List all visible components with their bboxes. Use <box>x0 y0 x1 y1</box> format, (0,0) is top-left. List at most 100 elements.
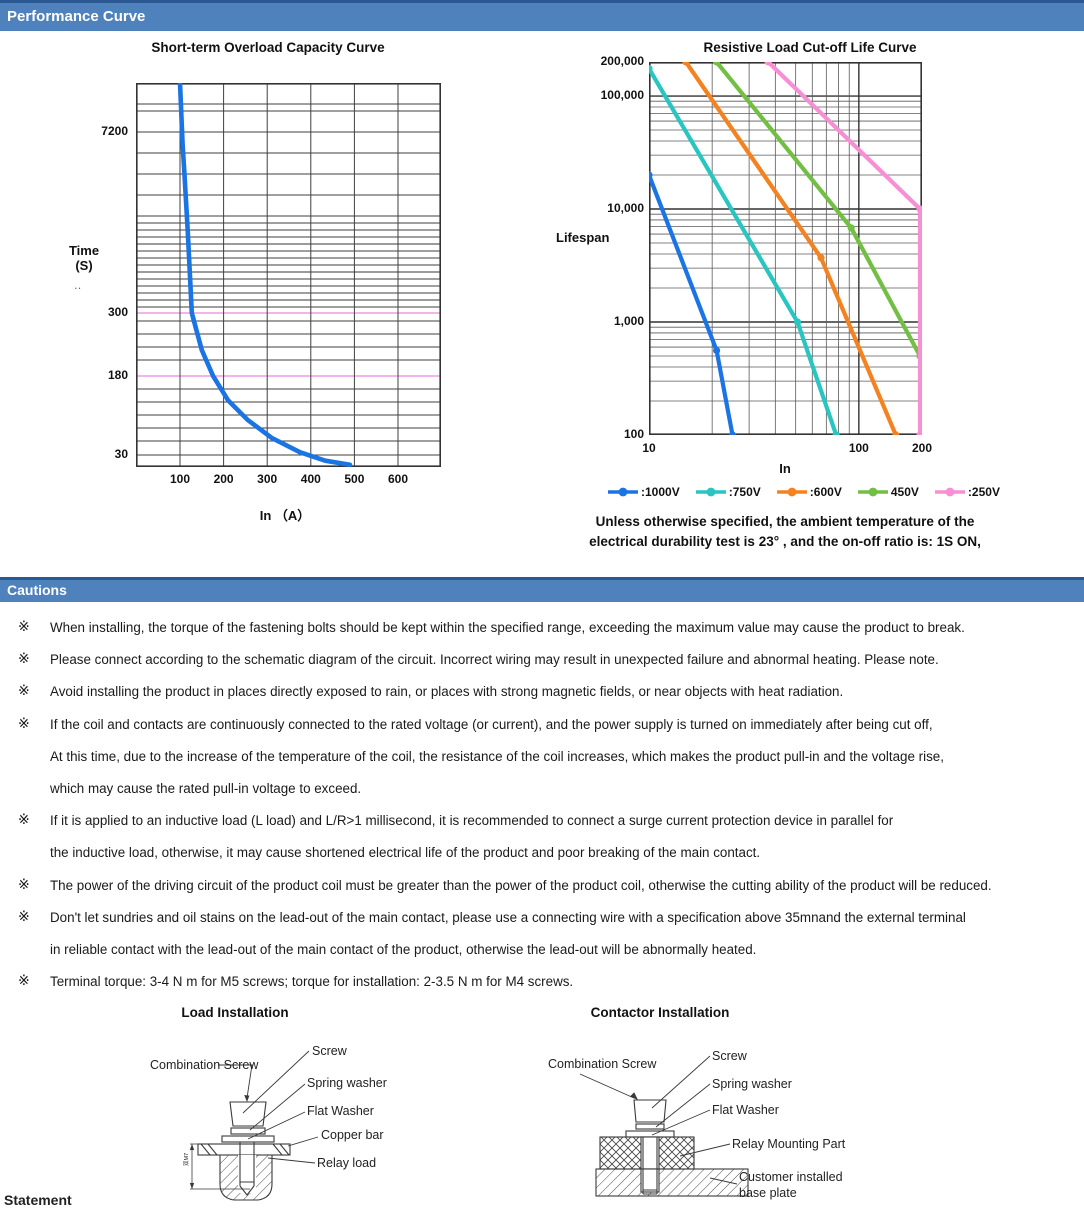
relay-mounting-part-label: Relay Mounting Part <box>732 1137 846 1151</box>
caution-marker-icon: ※ <box>18 618 30 634</box>
screw-label: Screw <box>312 1044 348 1058</box>
x-tick-label: 10 <box>642 441 656 455</box>
y-tick-label: 300 <box>107 305 128 319</box>
screw-label: Screw <box>712 1049 748 1063</box>
performance-curve-header: Performance Curve <box>0 0 1084 31</box>
y-tick-label: 1,000 <box>613 314 644 328</box>
caution-marker-icon: ※ <box>18 811 30 828</box>
caution-text: the inductive load, otherwise, it may ca… <box>50 845 761 861</box>
legend-item: :600V <box>776 485 842 499</box>
note-line-2: electrical durability test is 23° , and … <box>589 534 981 549</box>
series-point <box>682 62 690 66</box>
legend-label: :750V <box>728 485 761 499</box>
life-curve-250V <box>766 62 922 435</box>
screw-head <box>633 1099 667 1123</box>
load-installation-diagram: Combination Screw Screw Spring washer Fl… <box>150 1044 387 1201</box>
x-tick-label: 300 <box>257 472 278 486</box>
caution-item: ※ Avoid installing the product in places … <box>0 678 1084 710</box>
gridlines <box>649 62 922 435</box>
x-tick-label: 200 <box>213 472 234 486</box>
flat-washer-part <box>221 1135 275 1143</box>
caution-item: ※ If it is applied to an inductive load (… <box>0 807 1084 839</box>
dimension-label: 双M7 <box>183 1153 190 1166</box>
legend-dot <box>787 487 797 497</box>
series-point <box>892 431 900 435</box>
legend-label: 450V <box>890 485 919 499</box>
legend-item: 450V <box>857 485 919 499</box>
durability-note: Unless otherwise specified, the ambient … <box>555 512 1015 552</box>
caution-text: If it is applied to an inductive load (L… <box>50 813 894 829</box>
copper-bar-label: Copper bar <box>321 1128 384 1142</box>
legend-label: :600V <box>809 485 842 499</box>
caution-item: ※ Don't let sundries and oil stains on th… <box>0 904 1084 936</box>
overload-capacity-chart <box>136 83 441 467</box>
caution-item-continuation: which may cause the rated pull-in voltag… <box>0 775 1084 807</box>
note-line-1: Unless otherwise specified, the ambient … <box>595 514 975 529</box>
axis-dots: ‥ <box>74 280 84 292</box>
customer-installed-label: Customer installed <box>739 1170 843 1184</box>
caution-text: Don't let sundries and oil stains on the… <box>50 909 966 925</box>
caution-item: ※ Terminal torque: 3-4 N m for M5 screws;… <box>0 968 1084 1000</box>
legend-dot <box>868 487 878 497</box>
caution-marker-icon: ※ <box>18 714 30 731</box>
series-point <box>649 65 653 73</box>
x-tick-label: 600 <box>387 472 409 486</box>
series-point <box>764 62 772 66</box>
left-x-axis-label: In （A） <box>259 508 311 523</box>
legend-item: :1000V <box>608 485 680 499</box>
contactor-installation-title: Contactor Installation <box>590 1005 730 1020</box>
series-point <box>713 62 721 66</box>
caution-marker-icon: ※ <box>18 650 30 667</box>
series-point <box>649 171 653 179</box>
left-y-axis-label: Time (S) <box>68 243 100 273</box>
series-point <box>728 431 737 435</box>
y-tick-label: 200,000 <box>600 54 644 68</box>
combination-screw-label: Combination Screw <box>150 1058 259 1072</box>
right-chart-title: Resistive Load Cut-off Life Curve <box>703 40 917 55</box>
x-tick-label: 100 <box>169 472 191 486</box>
x-tick-label: 500 <box>344 472 365 486</box>
caution-item: ※ When installing, the torque of the fast… <box>0 614 1084 646</box>
y-tick-label: 30 <box>114 447 128 461</box>
x-tick-label: 400 <box>300 472 321 486</box>
plot-border <box>649 62 922 435</box>
chart-legend: :1000V :750V :600V 450V :250V <box>608 483 1000 501</box>
caution-item: ※ Please connect according to the schemat… <box>0 646 1084 678</box>
combination-screw-label: Combination Screw <box>548 1057 657 1071</box>
legend-marker-icon <box>695 487 726 497</box>
cautions-title: Cautions <box>7 582 67 598</box>
right-x-axis-label: In <box>779 461 791 476</box>
caution-text: Avoid installing the product in places d… <box>50 684 844 700</box>
legend-dot <box>706 487 716 497</box>
base-plate-part <box>595 1168 749 1197</box>
caution-text: The power of the driving circuit of the … <box>50 877 992 893</box>
caution-marker-icon: ※ <box>18 682 30 699</box>
legend-marker-icon <box>857 487 888 497</box>
contactor-installation-diagram: Combination Screw Screw Spring washer Fl… <box>548 1049 846 1200</box>
relay-load-label: Relay load <box>317 1156 376 1170</box>
flat-washer-part <box>625 1130 675 1138</box>
caution-text: At this time, due to the increase of the… <box>50 748 944 764</box>
legend-item: :750V <box>695 485 761 499</box>
legend-dot <box>618 487 628 497</box>
legend-label: :250V <box>967 485 1000 499</box>
series-point <box>713 346 721 355</box>
series-point <box>793 318 802 326</box>
caution-item-continuation: At this time, due to the increase of the… <box>0 743 1084 775</box>
legend-marker-icon <box>776 487 807 497</box>
spring-washer-label: Spring washer <box>712 1077 792 1091</box>
y-tick-label: 10,000 <box>607 201 644 215</box>
legend-marker-icon <box>934 487 965 497</box>
cautions-header: Cautions <box>0 577 1084 602</box>
x-tick-label: 200 <box>911 441 933 455</box>
spring-washer-label: Spring washer <box>307 1076 387 1090</box>
caution-text: If the coil and contacts are continuousl… <box>50 716 933 732</box>
series-point <box>916 205 922 213</box>
caution-text: which may cause the rated pull-in voltag… <box>50 780 362 796</box>
x-tick-label: 100 <box>848 441 869 455</box>
caution-marker-icon: ※ <box>18 972 30 989</box>
legend-item: :250V <box>934 485 1000 499</box>
caution-item-continuation: the inductive load, otherwise, it may ca… <box>0 839 1084 871</box>
series-point <box>817 254 825 262</box>
